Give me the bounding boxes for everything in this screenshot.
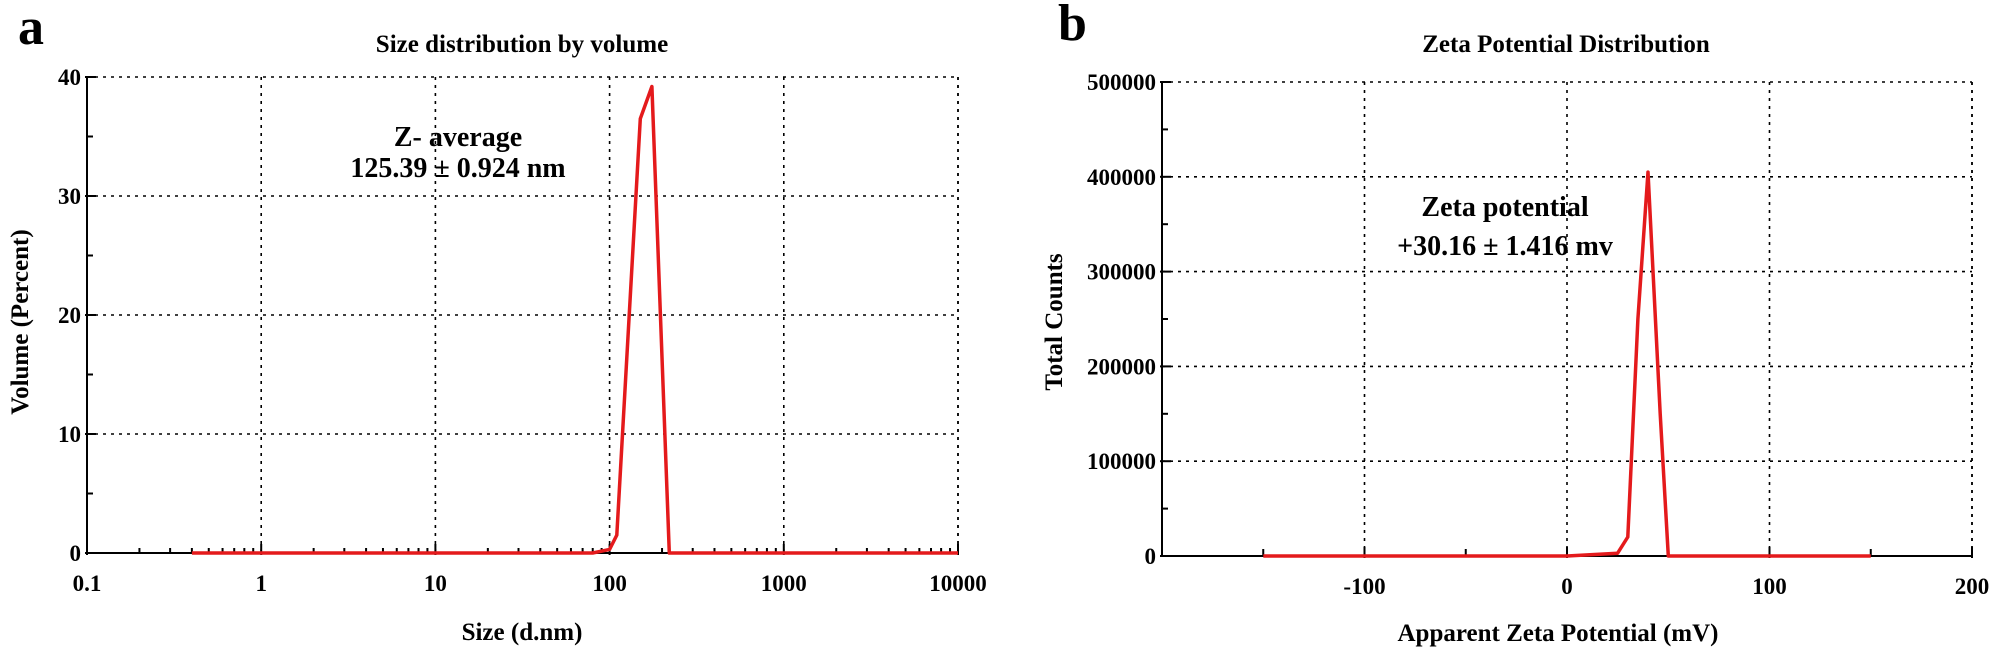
panel-a-y-ticks: 0 10 20 30 40 [58,65,96,566]
panel-b-y-tick-label-4: 400000 [1087,165,1156,190]
panel-b-y-tick-label-0: 0 [1145,544,1157,569]
panel-b-y-ticks: 0 100000 200000 300000 400000 500000 [1087,70,1171,569]
panel-a-grid [87,76,959,553]
panel-a-x-tick-label-5: 10000 [929,571,987,596]
panel-a: a Size distribution by volume Size (d.nm… [7,0,987,646]
panel-a-y-tick-label-2: 20 [58,303,81,328]
panel-a-annotation-line-1: Z- average [394,122,522,153]
panel-a-x-tick-label-0: 0.1 [73,571,102,596]
panel-b-x-axis-label: Apparent Zeta Potential (mV) [1397,620,1718,647]
panel-b-x-tick-label-1: 0 [1561,574,1573,599]
panel-a-y-tick-label-4: 40 [58,65,81,90]
panel-b-y-axis-label: Total Counts [1041,253,1068,391]
panel-b-y-tick-label-5: 500000 [1087,70,1156,95]
panel-a-x-tick-label-3: 100 [592,571,627,596]
panel-a-x-axis-label: Size (d.nm) [462,619,583,646]
panel-a-letter: a [18,0,44,56]
panel-b: b Zeta Potential Distribution Apparent Z… [1041,0,1989,647]
panel-b-grid [1162,81,1973,556]
panel-a-title: Size distribution by volume [376,31,668,58]
panel-b-letter: b [1058,0,1087,52]
panel-a-y-tick-label-0: 0 [70,541,82,566]
panel-b-y-tick-label-3: 300000 [1087,260,1156,285]
panel-b-series-line-0 [1263,170,1871,558]
panel-b-x-tick-label-0: -100 [1343,574,1385,599]
panel-b-x-tick-label-2: 100 [1752,574,1787,599]
panel-a-x-ticks: 0.1 1 10 100 1000 10000 [73,544,987,596]
panel-a-y-tick-label-3: 30 [58,184,81,209]
panel-b-x-tick-label-3: 200 [1955,574,1990,599]
panel-b-y-tick-label-1: 100000 [1087,449,1156,474]
panel-b-series [1263,170,1871,558]
panel-b-title: Zeta Potential Distribution [1422,31,1710,58]
panel-b-x-ticks: -100 0 100 200 [1262,547,1990,599]
panel-a-series-line-0 [191,84,958,555]
panel-a-x-tick-label-1: 1 [255,571,267,596]
panel-b-annotation-line-2: +30.16 ± 1.416 mv [1397,231,1613,262]
panel-a-annotation-line-2: 125.39 ± 0.924 nm [350,153,565,184]
panel-a-x-tick-label-4: 1000 [761,571,807,596]
panel-a-y-tick-label-1: 10 [58,422,81,447]
panel-a-x-tick-label-2: 10 [424,571,447,596]
panel-b-annotation-line-1: Zeta potential [1421,192,1588,223]
panel-b-y-tick-label-2: 200000 [1087,354,1156,379]
panel-a-series [191,84,958,555]
panel-a-y-axis-label: Volume (Percent) [7,229,34,414]
